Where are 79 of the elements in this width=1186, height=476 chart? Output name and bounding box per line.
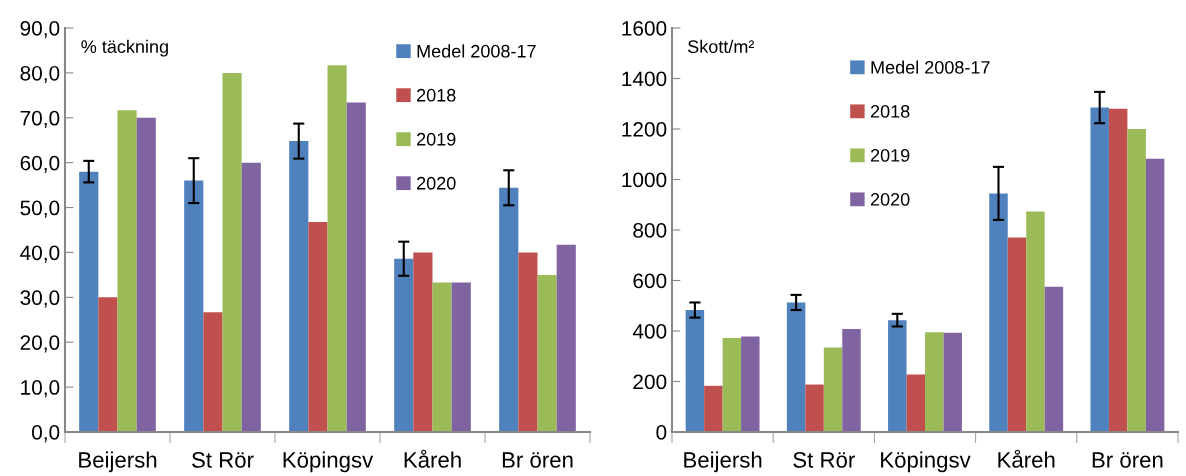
bar: [1145, 158, 1165, 432]
bar: [394, 258, 414, 432]
bar: [1026, 211, 1045, 432]
y-tick-label: 60,0: [20, 155, 60, 173]
y-tick-label: 1200: [622, 122, 667, 137]
y-tick-label: 50,0: [20, 200, 60, 218]
y-tick-label: 200: [633, 374, 667, 390]
bar: [537, 274, 557, 432]
bar: [989, 193, 1008, 432]
y-tick-label: 20,0: [20, 335, 60, 353]
bar: [222, 72, 242, 432]
bar: [184, 180, 204, 432]
bar: [685, 310, 705, 432]
legend-label: 2020: [417, 176, 456, 190]
legend-label: 2018: [417, 88, 456, 102]
bar: [704, 385, 723, 432]
bar: [98, 297, 118, 432]
bar: [308, 221, 328, 432]
y-tick-label: 70,0: [20, 110, 60, 128]
legend-label: 2019: [870, 149, 910, 162]
x-tick-label: Beijersh: [684, 451, 762, 473]
x-tick-label: St Rör: [793, 452, 855, 468]
y-tick-label: 1000: [622, 172, 667, 188]
y-tick-label: 1400: [622, 71, 667, 87]
y-tick-label: 600: [633, 273, 667, 289]
y-tick-label: 800: [633, 223, 667, 238]
y-tick-label: 80,0: [20, 65, 60, 84]
bar: [741, 336, 760, 432]
y-tick-label: 400: [632, 324, 667, 339]
x-tick-label: Beijersh: [79, 451, 157, 473]
y-tick-label: 0: [656, 425, 667, 440]
bar: [518, 252, 538, 432]
bar: [786, 302, 806, 432]
bar: [943, 332, 962, 432]
y-tick-label: 30,0: [20, 290, 60, 308]
x-tick-label: Kåreh: [998, 449, 1055, 468]
y-tick-label: 40,0: [20, 245, 60, 263]
legend-label: 2020: [870, 193, 910, 206]
legend-label: 2019: [417, 132, 456, 146]
bar: [241, 162, 261, 432]
bar: [1044, 286, 1064, 432]
legend-label: 2018: [870, 104, 910, 118]
legend-label: Medel 2008-17: [871, 60, 990, 74]
bar: [346, 102, 366, 432]
bar: [1108, 108, 1128, 432]
bar: [888, 320, 907, 432]
y-tick-label: 90,0: [20, 21, 60, 39]
y-tick-label: 1600: [622, 21, 667, 36]
x-tick-label: St Rör: [192, 452, 254, 468]
x-tick-label: Br ören: [502, 452, 573, 468]
bar: [925, 332, 944, 432]
bar: [136, 117, 156, 432]
bar: [117, 110, 137, 432]
bar: [451, 282, 471, 432]
x-tick-label: Kåreh: [404, 449, 461, 468]
x-tick-label: Köpingsv: [283, 451, 374, 473]
bar: [906, 374, 925, 432]
bar: [1127, 129, 1146, 432]
bar: [499, 187, 519, 432]
bar: [842, 328, 861, 432]
bar: [823, 347, 843, 432]
bar: [289, 141, 309, 432]
bar: [327, 65, 347, 432]
y-axis-title: Skott/m²: [688, 39, 755, 54]
bar: [556, 244, 576, 432]
y-tick-label: 0,0: [31, 425, 60, 443]
bar: [1090, 107, 1109, 432]
bar: [1007, 237, 1027, 432]
x-tick-label: Köpingsv: [881, 451, 971, 473]
bar: [722, 338, 742, 432]
bar: [432, 282, 452, 432]
bar: [79, 171, 99, 432]
y-axis-title: % täckning: [81, 39, 168, 57]
legend-label: Medel 2008-17: [417, 44, 536, 58]
bar: [805, 384, 824, 432]
y-tick-label: 10,0: [21, 380, 60, 398]
bar: [203, 312, 223, 432]
bar: [413, 252, 433, 432]
x-tick-label: Br ören: [1092, 452, 1163, 468]
